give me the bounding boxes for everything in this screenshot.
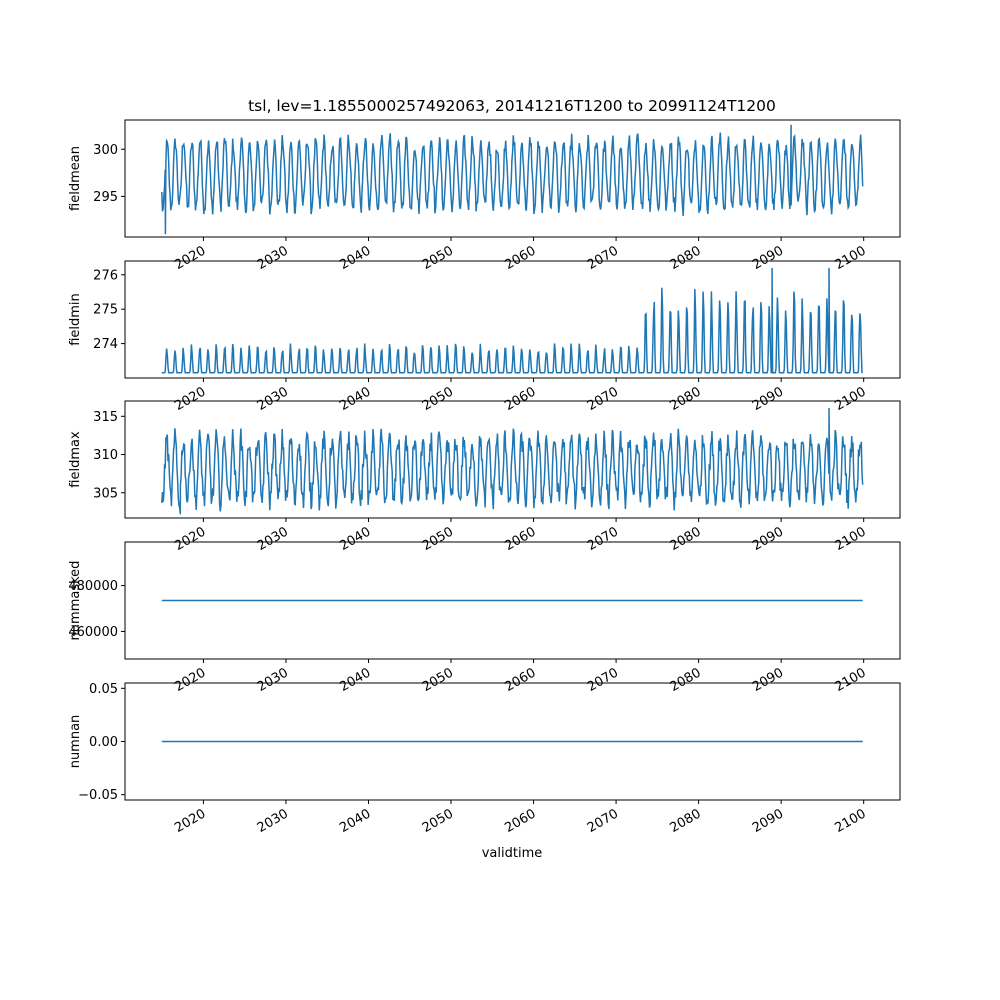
x-axis-label: validtime [482,846,543,861]
fieldmean-ytick-label: 295 [93,190,118,205]
fieldmin-y-axis-label: fieldmin [68,293,83,346]
nummasked-ytick-label: 480000 [68,579,118,594]
fieldmax-series-line [161,407,864,515]
nummasked-ytick-label: 460000 [68,625,118,640]
fieldmean-y-axis-label: fieldmean [68,146,83,211]
fieldmin-ytick-label: 275 [93,303,118,318]
numnan-ytick-label: −0.05 [78,788,118,803]
nummasked-y-axis-label: nummasked [68,561,83,641]
fieldmin-ytick-label: 274 [93,337,118,352]
fieldmax-axes-frame [124,400,901,519]
numnan-ytick-label: 0.00 [89,735,118,750]
numnan-y-axis-label: numnan [68,715,83,769]
fieldmax-ytick-label: 315 [93,410,118,425]
fieldmax-ytick-label: 310 [93,448,118,463]
nummasked-axes-frame [124,541,901,660]
fieldmean-axes-frame [124,119,901,238]
fieldmean-series-line [161,124,864,235]
fieldmax-ytick-label: 305 [93,486,118,501]
fieldmin-ytick-label: 276 [93,268,118,283]
numnan-ytick-label: 0.05 [89,682,118,697]
fieldmax-y-axis-label: fieldmax [68,431,83,488]
fieldmin-series-line [161,267,863,374]
fieldmin-axes-frame [124,260,901,379]
chart-title: tsl, lev=1.1855000257492063, 20141216T12… [248,97,776,115]
fieldmean-ytick-label: 300 [93,143,118,158]
